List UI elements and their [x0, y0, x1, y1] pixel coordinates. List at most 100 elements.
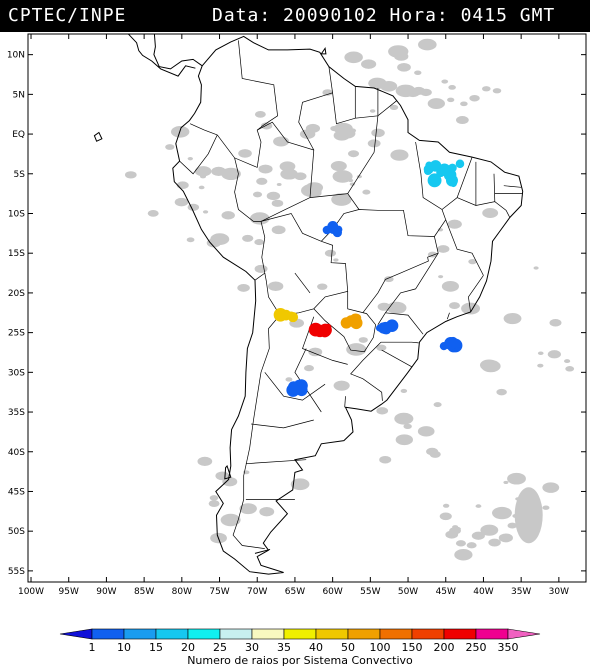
- latitude-axis: 10N 5N EQ 5S 10S 15S 20S 25S 30S 35S 40S 45S 50S 55S: [7, 51, 586, 577]
- cloud-patch: [492, 88, 502, 94]
- cloud-patch: [537, 351, 544, 356]
- cloud-patch: [346, 343, 367, 356]
- cloud-patch: [347, 150, 360, 158]
- cloud-patch: [259, 507, 275, 517]
- cloud-patch: [549, 318, 562, 327]
- legend-value-label: 35: [277, 641, 291, 654]
- cloud-patch: [280, 168, 298, 180]
- cloud-patch: [285, 377, 293, 382]
- legend-swatch: [155, 628, 189, 640]
- coastline-layer: [93, 34, 524, 575]
- legend-swatch: [475, 628, 509, 640]
- cloud-patch: [447, 97, 455, 103]
- cloud-patch: [349, 182, 356, 186]
- storm-cell-central-brazil: [322, 221, 343, 238]
- legend-value-label: 40: [309, 641, 323, 654]
- cloud-patch: [358, 337, 368, 343]
- cloud-patch: [198, 185, 205, 190]
- cloud-patch: [333, 130, 350, 141]
- cloud-patch: [445, 530, 459, 539]
- lon-tick-label: 75W: [209, 587, 229, 597]
- cloud-patch: [202, 210, 209, 214]
- legend-swatch: [251, 628, 285, 640]
- lat-tick-label: 55S: [8, 567, 25, 577]
- legend-swatch: [59, 628, 93, 640]
- lon-tick-label: 30W: [549, 587, 569, 597]
- cloud-patch: [417, 426, 435, 437]
- legend-value-label: 150: [402, 641, 423, 654]
- storm-cell-paraguay-red: [308, 322, 332, 338]
- cloud-patch: [414, 70, 422, 76]
- color-legend: 1 10 15 20 25 30 35 40 50 100 150 200 250 350: [59, 628, 541, 654]
- cloud-patch: [503, 480, 509, 485]
- cloud-patch: [271, 199, 284, 207]
- border-line: [179, 134, 218, 175]
- cloud-patch: [221, 211, 235, 220]
- cloud-patch: [389, 104, 399, 111]
- cloud-patch: [176, 181, 189, 189]
- border-line: [385, 312, 424, 335]
- cloud-patch: [471, 531, 485, 540]
- cloud-patch: [482, 86, 491, 92]
- cloud-patch: [256, 177, 268, 185]
- cloud-patch: [361, 59, 377, 69]
- border-line: [380, 341, 419, 344]
- cloud-patch: [384, 276, 394, 283]
- legend-title: Numero de raios por Sistema Convectivo: [187, 654, 413, 667]
- lon-tick-label: 55W: [360, 587, 380, 597]
- border-line: [257, 121, 315, 198]
- cloud-patch: [276, 183, 282, 187]
- datetime-label: Data: 20090102 Hora: 0415 GMT: [212, 5, 556, 26]
- lon-tick-label: 70W: [247, 587, 267, 597]
- cloud-patch: [461, 302, 481, 315]
- cloud-patch: [268, 281, 284, 292]
- magellan-strait: [254, 548, 271, 554]
- cloud-patch: [469, 94, 480, 102]
- legend-swatch: [379, 628, 413, 640]
- cloud-patch: [266, 191, 281, 201]
- cloud-patch: [206, 238, 222, 248]
- storm-cell-parana: [375, 319, 399, 335]
- cloud-patch: [406, 88, 420, 98]
- lon-tick-label: 85W: [134, 587, 154, 597]
- map-frame: [27, 33, 587, 583]
- cloud-patch: [220, 513, 241, 527]
- cloud-patch: [252, 191, 263, 198]
- lon-tick-label: 65W: [285, 587, 305, 597]
- cloud-patch: [533, 266, 539, 270]
- cloud-patch: [418, 38, 437, 51]
- legend-swatch: [187, 628, 221, 640]
- cloud-patch: [400, 388, 408, 393]
- legend-value-label: 200: [434, 641, 455, 654]
- cloud-patch: [447, 219, 462, 229]
- cloud-patch: [317, 283, 328, 290]
- cloud-patch: [475, 504, 482, 508]
- storm-cells-layer: [273, 159, 465, 397]
- cloud-patch: [379, 455, 392, 464]
- cloud-patch: [386, 301, 407, 314]
- cloud-patch: [333, 258, 339, 262]
- lat-tick-label: 15S: [8, 249, 25, 259]
- cloud-patch: [331, 193, 352, 206]
- border-line: [350, 341, 383, 401]
- legend-swatch: [347, 628, 381, 640]
- cloud-patch: [439, 512, 452, 521]
- cloud-patch: [260, 122, 273, 130]
- legend-swatch: [411, 628, 445, 640]
- cloud-patch: [480, 524, 499, 536]
- cloud-patch: [209, 495, 219, 501]
- legend-value-label: 1: [89, 641, 96, 654]
- border-line: [189, 123, 218, 136]
- cloud-patch: [299, 129, 316, 139]
- border-line: [328, 66, 397, 125]
- cloud-patch: [403, 423, 412, 430]
- legend-swatch: [123, 628, 157, 640]
- cloud-patch: [293, 485, 299, 489]
- legend-value-label: 30: [245, 641, 259, 654]
- lat-tick-label: 10N: [7, 51, 25, 61]
- cloud-patch: [542, 482, 560, 493]
- legend-swatch: [315, 628, 349, 640]
- storm-cell-chaco: [273, 308, 299, 323]
- longitude-axis: 100W 95W 90W 85W 80W 75W 70W 65W 60W 55W 50W 45W 40W…: [18, 34, 569, 597]
- border-line: [347, 193, 360, 210]
